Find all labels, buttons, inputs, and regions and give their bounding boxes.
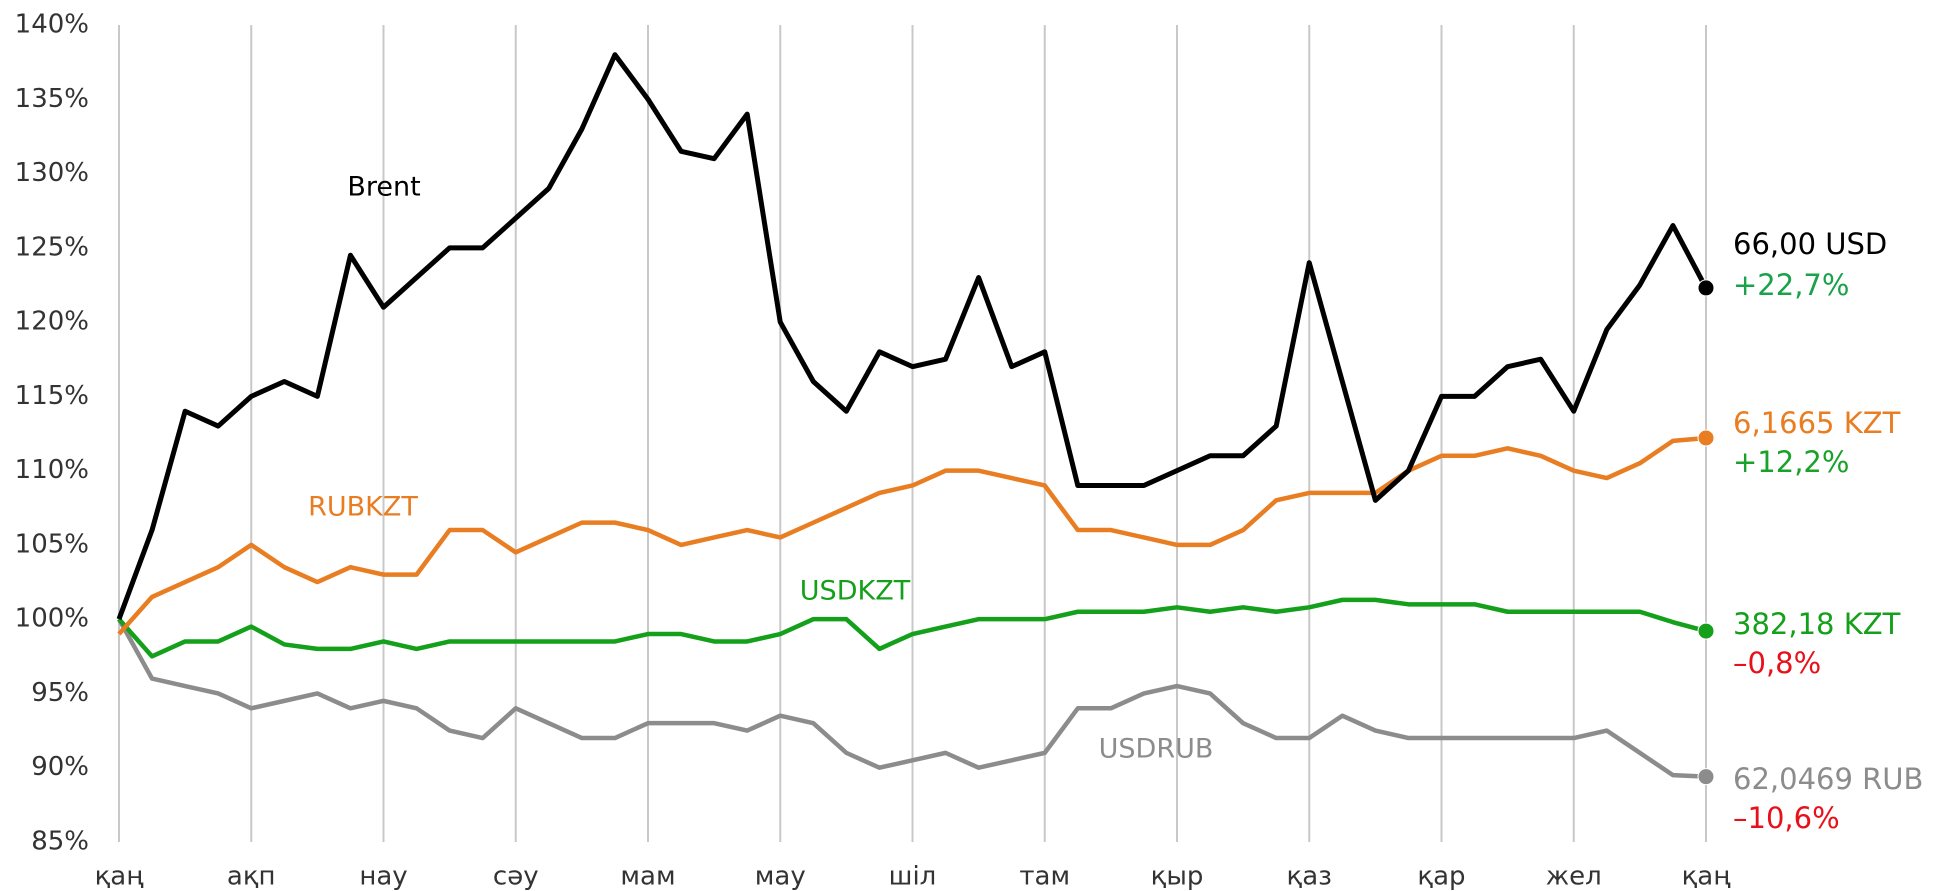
y-tick-label: 135% [15,84,89,114]
end-change: +12,2% [1733,445,1849,479]
x-tick-label: қар [1417,862,1465,891]
line-series [117,597,1707,659]
x-tick-label: қаз [1287,862,1332,891]
end-value: 6,1665 KZT [1733,406,1901,440]
x-tick-label: шіл [889,862,937,891]
y-tick-label: 140% [15,10,89,40]
x-tick-label: қаң [1682,862,1732,891]
x-tick-label: қаң [95,862,145,891]
y-tick-label: 100% [15,604,89,634]
y-tick-label: 130% [15,158,89,188]
end-change: +22,7% [1733,268,1849,302]
end-value: 66,00 USD [1733,227,1887,261]
end-change: –0,8% [1733,646,1821,680]
y-tick-label: 125% [15,232,89,262]
x-tick-label: там [1019,862,1070,891]
line-series [117,618,1707,779]
x-tick-label: нау [359,862,407,891]
y-tick-label: 120% [15,307,89,337]
series-label: USDRUB [1099,734,1214,765]
line-series [116,52,1709,621]
y-tick-label: 90% [31,752,89,782]
y-tick-label: 85% [31,827,89,857]
end-dot [1697,279,1715,297]
x-tick-label: ақп [227,862,276,891]
x-tick-label: мау [755,862,806,891]
series-label: RUBKZT [308,492,418,523]
end-dot [1697,429,1715,447]
y-tick-label: 105% [15,529,89,559]
x-tick-label: мам [620,862,675,891]
y-tick-label: 115% [15,381,89,411]
y-tick-label: 95% [31,678,89,708]
end-dot [1697,622,1715,640]
end-value: 382,18 KZT [1733,607,1901,641]
x-tick-label: қыр [1151,862,1204,891]
series-label: Brent [347,172,420,203]
end-change: –10,6% [1733,801,1840,835]
y-tick-label: 110% [15,455,89,485]
line-series [117,435,1707,636]
x-tick-label: сәу [493,862,539,891]
series-label: USDKZT [800,576,911,607]
end-value: 62,0469 RUB [1733,762,1923,796]
x-tick-label: жел [1546,862,1602,891]
end-dot [1697,768,1715,786]
